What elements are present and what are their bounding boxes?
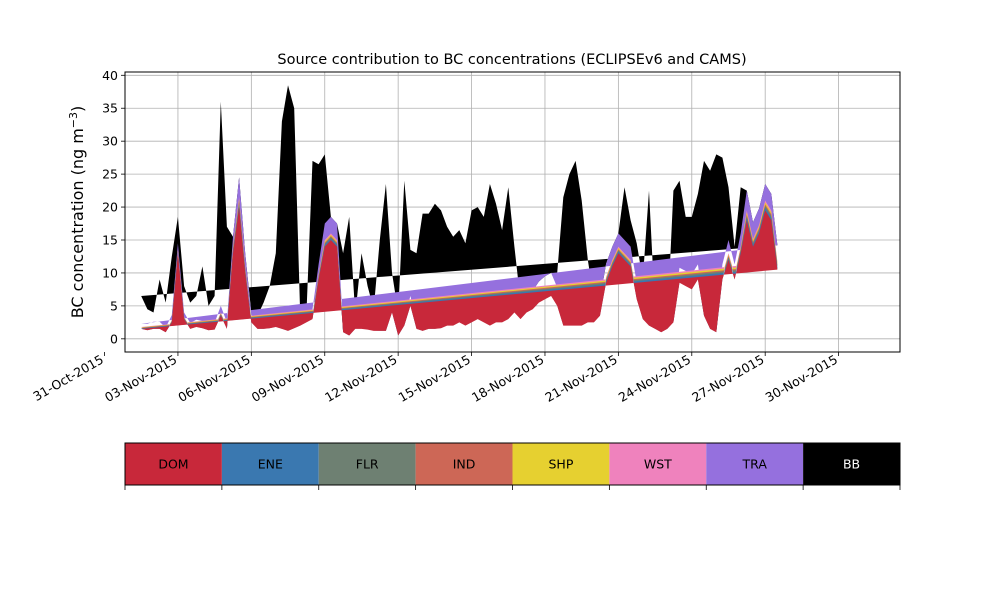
plot-frame [124,71,901,353]
y-tick-label: 20 [102,200,118,215]
x-tick-label: 15-Nov-2015 [396,352,473,405]
y-axis-label-text: BC concentration (ng m [68,128,87,318]
y-tick-label: 35 [102,101,118,116]
x-tick-label: 27-Nov-2015 [689,352,766,405]
colorbar-legend: DOM ENE FLR IND SHP WST TRA BB [124,442,901,490]
legend-label-flr: FLR [356,457,379,472]
y-axis: 0 5 10 15 20 25 30 35 40 [102,68,125,346]
y-axis-label-close: ) [68,106,87,112]
y-tick-label: 25 [102,167,118,182]
y-tick-label: 0 [110,331,118,346]
stacked-areas [141,85,778,336]
legend-label-ind: IND [453,457,476,472]
x-tick-label: 09-Nov-2015 [249,352,326,405]
legend-swatch-shp [512,443,610,485]
y-tick-label: 15 [102,233,118,248]
legend-swatch-tra [706,443,804,485]
x-axis: 31-Oct-201503-Nov-201506-Nov-201509-Nov-… [30,352,840,405]
x-tick-label: 30-Nov-2015 [763,352,840,405]
legend-swatch-bb [803,443,900,485]
x-tick-label: 12-Nov-2015 [322,352,399,405]
legend-swatch-flr [318,443,416,485]
x-tick-label: 21-Nov-2015 [542,352,619,405]
x-tick-label: 31-Oct-2015 [30,352,106,404]
area-dom [141,207,778,336]
y-tick-label: 10 [102,265,118,280]
x-tick-label: 18-Nov-2015 [469,352,546,405]
x-tick-label: 24-Nov-2015 [616,352,693,405]
y-tick-label: 40 [102,68,118,83]
legend-label-tra: TRA [742,457,768,472]
legend-label-ene: ENE [258,457,283,472]
x-tick-label: 03-Nov-2015 [102,352,179,405]
y-tick-label: 30 [102,134,118,149]
legend-swatch-wst [609,443,707,485]
legend-label-wst: WST [644,457,672,472]
chart-title: Source contribution to BC concentrations… [277,52,746,68]
legend-label-shp: SHP [549,457,574,472]
legend-label-dom: DOM [158,457,188,472]
y-axis-label: BC concentration (ng m−3) [67,106,87,319]
legend-label-bb: BB [843,457,860,472]
legend-swatch-ind [415,443,513,485]
y-tick-label: 5 [110,298,118,313]
x-tick-label: 06-Nov-2015 [175,352,252,405]
y-axis-label-exponent: −3 [67,112,80,128]
legend-swatch-dom [125,443,222,485]
legend-swatch-ene [221,443,319,485]
